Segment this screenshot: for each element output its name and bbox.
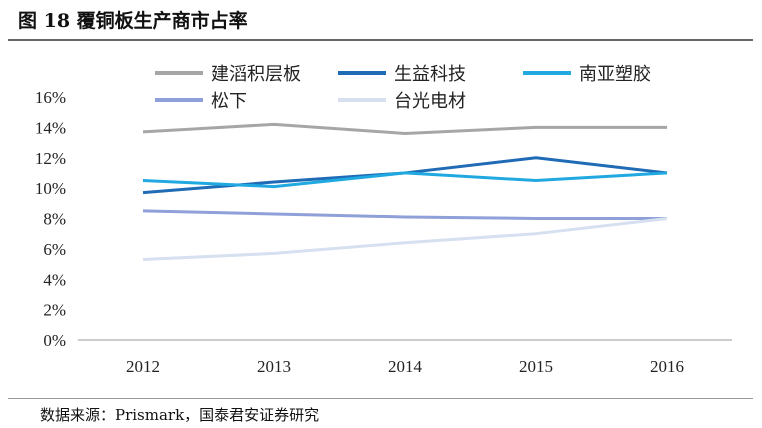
series-line-2 [142, 171, 668, 189]
legend-label: 台光电材 [394, 91, 466, 112]
title-divider [8, 39, 753, 41]
legend-label: 松下 [211, 91, 247, 112]
series-line-3 [142, 209, 667, 220]
x-tick-label: 2016 [650, 357, 684, 376]
series-line-1 [142, 156, 668, 195]
y-tick-label: 12% [35, 149, 66, 168]
x-tick-label: 2013 [257, 357, 291, 376]
series-line-4 [142, 217, 668, 262]
y-tick-label: 10% [35, 179, 66, 198]
source-divider [8, 398, 753, 399]
series-line-0 [142, 122, 667, 135]
y-tick-label: 8% [43, 210, 66, 229]
source-note: 数据来源：Prismark，国泰君安证券研究 [40, 406, 320, 424]
figure-title: 图 18 覆铜板生产商市占率 [18, 10, 248, 32]
legend-label: 建滔积层板 [211, 64, 301, 85]
y-tick-label: 4% [43, 270, 66, 289]
y-tick-label: 6% [43, 240, 66, 259]
x-tick-label: 2015 [519, 357, 553, 376]
y-tick-label: 0% [43, 331, 66, 350]
y-tick-label: 14% [35, 118, 66, 137]
y-tick-label: 2% [43, 301, 66, 320]
legend-label: 生益科技 [394, 64, 466, 85]
x-tick-label: 2014 [388, 357, 423, 376]
legend-label: 南亚塑胶 [579, 64, 651, 85]
y-tick-label: 16% [35, 88, 66, 107]
x-tick-label: 2012 [126, 357, 160, 376]
